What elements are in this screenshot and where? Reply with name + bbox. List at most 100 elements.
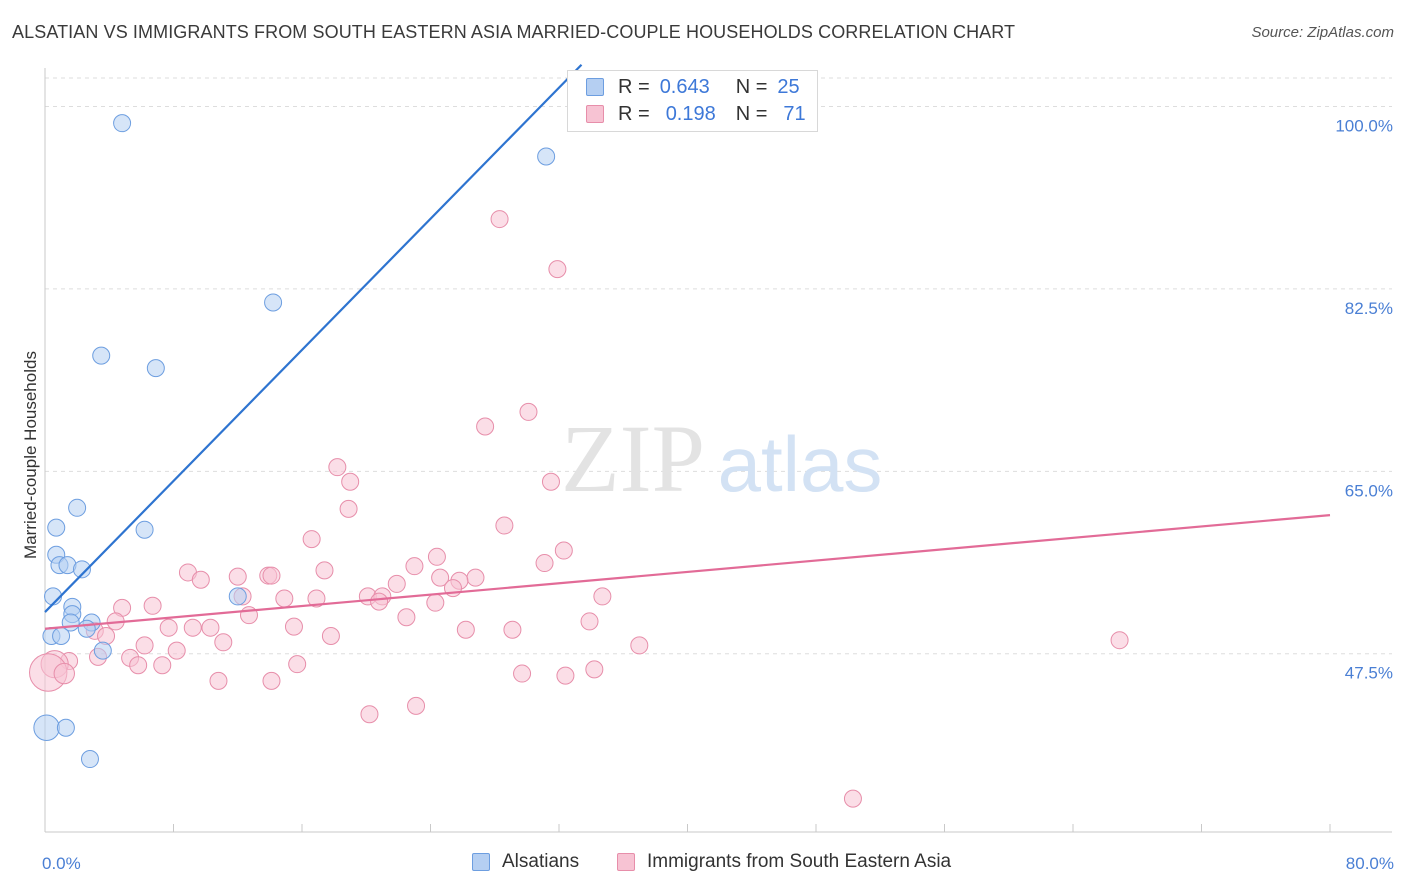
alsatian-point: [52, 627, 71, 646]
legend-r-label: R =: [618, 75, 650, 98]
immigrant-point: [315, 561, 334, 580]
watermark-atlas: atlas: [718, 420, 883, 508]
bottom-legend-immigrants: Immigrants from South Eastern Asia: [617, 851, 951, 873]
immigrant-point: [360, 705, 379, 724]
immigrant-point: [339, 499, 358, 518]
legend-n-label: N =: [735, 102, 768, 125]
immigrant-point: [143, 596, 162, 615]
x-tick-label: 80.0%: [1346, 854, 1394, 873]
immigrant-point: [495, 516, 514, 535]
alsatian-point: [537, 147, 556, 166]
bottom-legend: Alsatians Immigrants from South Eastern …: [0, 851, 1406, 877]
immigrant-point: [1110, 631, 1129, 650]
immigrant-point: [541, 472, 560, 491]
watermark-zip: ZIP: [561, 405, 705, 512]
alsatian-point: [77, 619, 96, 638]
immigrant-point: [630, 636, 649, 655]
alsatian-point: [92, 346, 111, 365]
immigrant-point: [302, 530, 321, 549]
trend-lines: [44, 64, 1331, 630]
immigrant-point: [476, 417, 495, 436]
immigrant-point: [535, 554, 554, 573]
immigrant-point: [262, 671, 281, 690]
y-tick-label: 82.5%: [1345, 299, 1393, 318]
y-tick-label: 100.0%: [1335, 116, 1393, 135]
immigrant-point: [370, 592, 389, 611]
bottom-legend-swatch-blue: [472, 853, 490, 871]
alsatian-point: [113, 114, 132, 133]
series-immigrants-points: [29, 210, 1129, 808]
immigrant-point: [284, 617, 303, 636]
immigrant-point: [183, 618, 202, 637]
immigrant-point: [593, 587, 612, 606]
trend-line-immigrants: [44, 514, 1331, 630]
immigrant-point: [431, 568, 450, 587]
bottom-legend-label: Immigrants from South Eastern Asia: [647, 851, 952, 872]
immigrant-point: [167, 641, 186, 660]
immigrant-point: [328, 458, 347, 477]
immigrant-point: [129, 656, 148, 675]
immigrant-point: [427, 547, 446, 566]
immigrant-point: [262, 566, 281, 585]
y-tick-label: 65.0%: [1345, 481, 1393, 500]
axes: [44, 68, 1392, 833]
immigrant-point: [321, 627, 340, 646]
immigrant-point: [191, 570, 210, 589]
immigrant-point: [554, 541, 573, 560]
immigrant-point: [275, 589, 294, 608]
immigrant-point: [513, 664, 532, 683]
alsatian-point: [47, 518, 66, 537]
immigrant-point: [341, 472, 360, 491]
legend-r-value: 0.643: [659, 75, 710, 98]
immigrant-point: [153, 656, 172, 675]
immigrant-point: [201, 618, 220, 637]
legend-n-value: 25: [777, 75, 800, 98]
trend-line-alsatians: [44, 64, 583, 613]
immigrant-point: [135, 636, 154, 655]
immigrant-point: [209, 671, 228, 690]
alsatian-point: [228, 587, 247, 606]
alsatian-point: [80, 750, 99, 769]
tick-labels: 47.5% 65.0% 82.5% 100.0% 0.0% 80.0%: [42, 116, 1394, 873]
alsatian-point: [56, 718, 75, 737]
legend-r-label: R =: [618, 102, 650, 125]
bottom-legend-label: Alsatians: [502, 851, 580, 872]
immigrant-point: [503, 620, 522, 639]
alsatian-point: [264, 293, 283, 312]
bottom-legend-alsatians: Alsatians: [472, 851, 579, 873]
immigrant-point: [53, 662, 75, 685]
immigrant-point: [519, 402, 538, 421]
immigrant-point: [407, 696, 426, 715]
immigrant-point: [580, 612, 599, 631]
legend-n-label: N =: [735, 75, 768, 98]
immigrant-point: [228, 567, 247, 586]
immigrant-point: [214, 633, 233, 652]
alsatian-point: [93, 641, 112, 660]
legend-n-value: 71: [783, 102, 806, 125]
alsatian-point: [72, 560, 91, 579]
legend-r-value: 0.198: [665, 102, 716, 125]
legend-row-immigrants: R = 0.198 N = 71: [586, 102, 806, 126]
legend-swatch-pink: [586, 105, 604, 123]
immigrant-point: [843, 789, 862, 808]
source-label: Source: ZipAtlas.com: [1251, 24, 1394, 41]
x-tick-label: 0.0%: [42, 854, 81, 873]
immigrant-point: [556, 666, 575, 685]
immigrant-point: [490, 210, 509, 229]
immigrant-point: [405, 557, 424, 576]
immigrant-point: [387, 574, 406, 593]
immigrant-point: [97, 627, 116, 646]
chart-title: ALSATIAN VS IMMIGRANTS FROM SOUTH EASTER…: [12, 22, 1016, 42]
y-axis-label: Married-couple Households: [21, 351, 40, 559]
immigrant-point: [159, 618, 178, 637]
bottom-legend-swatch-pink: [617, 853, 635, 871]
gridlines: [45, 77, 1392, 655]
immigrant-point: [397, 608, 416, 627]
y-tick-label: 47.5%: [1345, 664, 1393, 683]
alsatian-point: [33, 714, 60, 742]
immigrant-point: [466, 568, 485, 587]
alsatian-point: [146, 359, 165, 378]
legend: R = 0.643 N = 25 R = 0.198 N = 71: [567, 70, 818, 132]
immigrant-point: [307, 589, 326, 608]
